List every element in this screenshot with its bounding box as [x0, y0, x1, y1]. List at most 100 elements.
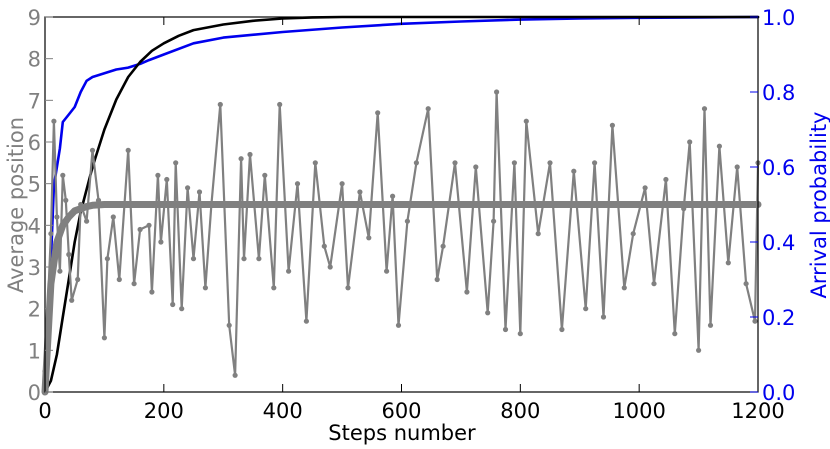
position-series-point — [241, 256, 247, 262]
position-series-point — [247, 151, 253, 158]
left-y-tick-label: 8 — [28, 48, 41, 72]
position-series-point — [404, 218, 410, 224]
position-series-point — [137, 226, 143, 233]
position-series-point — [395, 322, 402, 328]
position-series-point — [592, 160, 598, 166]
position-series-point — [116, 276, 122, 283]
position-series-point — [196, 189, 203, 195]
position-series-point — [277, 101, 283, 108]
position-series-point — [375, 110, 381, 116]
position-series-point — [54, 214, 60, 220]
position-series-point — [413, 160, 419, 166]
position-series-point — [327, 264, 333, 270]
left-y-tick-label: 6 — [28, 131, 41, 155]
position-series-point — [339, 181, 345, 187]
position-series-point — [262, 172, 268, 178]
position-series-point — [547, 160, 553, 166]
position-series-point — [51, 118, 57, 124]
position-series-point — [651, 281, 657, 287]
position-series-point — [232, 372, 238, 378]
position-series-point — [511, 160, 517, 166]
position-series-point — [752, 318, 758, 324]
position-series-point — [84, 218, 90, 224]
position-series-point — [149, 289, 155, 295]
position-series-point — [286, 268, 292, 274]
right-y-tick-label: 0.8 — [762, 81, 795, 105]
position-series-point — [491, 218, 497, 224]
left-y-tick-label: 1 — [28, 339, 41, 363]
position-series-point — [452, 160, 458, 166]
position-series-point — [609, 122, 616, 128]
position-series-point — [707, 322, 714, 328]
position-series-point — [734, 164, 740, 170]
left-y-tick-label: 5 — [28, 173, 41, 197]
left-y-tick-label: 2 — [28, 298, 41, 322]
position-series-point — [164, 176, 170, 183]
position-series-point — [155, 172, 161, 178]
position-series — [42, 89, 761, 378]
position-series-point — [345, 285, 351, 291]
position-series-point — [716, 143, 723, 149]
position-series-point — [63, 197, 69, 203]
x-tick-label: 800 — [500, 399, 540, 423]
position-series-point — [57, 268, 63, 274]
position-series-point — [642, 185, 648, 191]
position-series-point — [725, 260, 731, 266]
position-series-point — [366, 235, 372, 241]
x-tick-label: 1000 — [612, 399, 665, 423]
position-series-point — [743, 281, 749, 287]
position-series-point — [672, 331, 678, 337]
position-series-point — [517, 331, 523, 337]
position-series-point — [75, 276, 81, 283]
position-series-point — [217, 101, 223, 108]
position-series-point — [48, 231, 54, 237]
position-series-point — [89, 147, 96, 153]
position-series-point — [523, 118, 529, 124]
x-tick-label: 0 — [38, 399, 51, 423]
right-y-tick-label: 1.0 — [762, 6, 795, 30]
position-series-point — [69, 297, 75, 303]
position-series-point — [571, 168, 577, 174]
position-series-point — [663, 176, 669, 183]
position-series-point — [179, 306, 185, 312]
position-series-point — [238, 156, 244, 162]
position-series-point — [464, 289, 470, 295]
position-series-point — [357, 189, 363, 195]
position-series-point — [146, 222, 152, 228]
position-series-point — [390, 193, 396, 199]
position-series-point — [60, 172, 66, 178]
position-series-point — [485, 310, 491, 316]
position-series-line — [43, 90, 760, 377]
position-series-point — [131, 281, 137, 287]
position-series-point — [158, 239, 164, 245]
position-series-point — [535, 231, 541, 237]
position-series-point — [559, 326, 565, 333]
right-y-tick-label: 0.2 — [762, 306, 795, 330]
x-tick-label: 200 — [144, 399, 184, 423]
position-series-point — [630, 231, 636, 237]
x-axis-label: Steps number — [328, 421, 476, 445]
right-y-tick-label: 0.4 — [762, 231, 795, 255]
position-series-point — [303, 318, 309, 324]
position-series-point — [294, 181, 301, 187]
position-series-point — [434, 276, 440, 283]
left-y-tick-label: 4 — [28, 214, 41, 238]
right-y-axis-label: Arrival probability — [807, 112, 830, 299]
position-series-point — [170, 301, 176, 308]
position-series-point — [425, 106, 431, 112]
position-series-point — [110, 214, 116, 220]
position-series-point — [502, 326, 509, 333]
position-series-point — [312, 160, 318, 166]
left-y-tick-label: 0 — [28, 381, 41, 405]
position-series-point — [384, 268, 390, 274]
position-series-point — [173, 160, 179, 166]
right-y-tick-label: 0.6 — [762, 156, 795, 180]
average-position-series-line — [41, 201, 762, 396]
arrival-probability-series-line — [43, 15, 760, 394]
position-series-point — [226, 322, 232, 328]
position-series-point — [440, 243, 446, 249]
position-series-point — [190, 256, 197, 262]
position-series-point — [66, 251, 72, 258]
position-series-point — [101, 335, 107, 341]
